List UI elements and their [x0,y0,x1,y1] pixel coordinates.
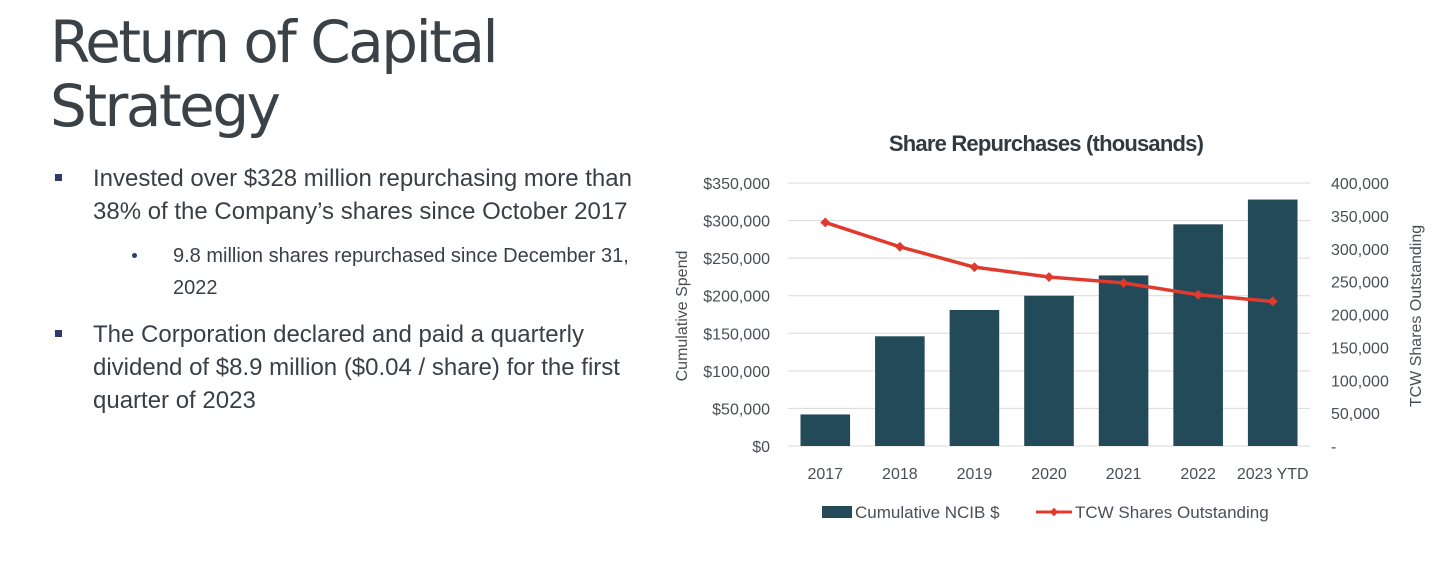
y2-tick-label: - [1331,439,1336,456]
bar [875,336,925,446]
line-point [820,217,831,228]
legend-bar-swatch [822,506,852,518]
y-tick-label: $250,000 [703,251,770,268]
x-tick-label: 2017 [807,466,843,483]
bullet-item: Invested over $328 million repurchasing … [52,162,632,228]
dot-bullet-icon [132,253,137,258]
x-tick-label: 2020 [1031,466,1067,483]
y2-tick-label: 100,000 [1331,373,1389,390]
bullet-list: Invested over $328 million repurchasing … [52,162,632,417]
y2-tick-label: 400,000 [1331,176,1389,193]
bar [949,309,1000,446]
bullet-text: The Corporation declared and paid a quar… [93,321,620,414]
y-tick-label: $300,000 [703,214,770,231]
legend-bar-label: Cumulative NCIB $ [855,503,1000,522]
title-line-1: Return of Capital [50,8,499,76]
title-line-2: Strategy [50,72,281,140]
square-bullet-icon [55,174,62,181]
share-repurchases-chart: Share Repurchases (thousands) $0 $50,000 $… [674,131,1425,522]
bar [1247,199,1298,446]
y2-tick-label: 150,000 [1331,340,1389,357]
chart-title: Share Repurchases (thousands) [889,131,1204,156]
x-tick-label: 2023 YTD [1237,466,1309,483]
x-tick-label: 2018 [882,466,918,483]
bar [800,414,851,446]
bar [1173,224,1223,446]
x-tick-label: 2021 [1106,466,1142,483]
line-point [894,241,905,252]
page-title: Return of Capital Strategy [50,8,499,140]
bullet-item: The Corporation declared and paid a quar… [52,318,632,417]
y2-tick-label: 50,000 [1331,406,1380,423]
legend-line-marker [1049,507,1059,517]
y-tick-label: $350,000 [703,176,770,193]
y2-tick-label: 250,000 [1331,275,1389,292]
y-tick-label: $0 [752,439,770,456]
y-tick-label: $50,000 [712,401,770,418]
x-tick-label: 2019 [957,466,993,483]
y-axis-label: Cumulative Spend [674,251,691,382]
y2-axis-label: TCW Shares Outstanding [1408,225,1425,407]
bar [1024,295,1074,446]
y-tick-label: $100,000 [703,364,770,381]
bar [1098,275,1149,446]
chart-legend: Cumulative NCIB $ TCW Shares Outstanding [822,503,1269,522]
square-bullet-icon [55,330,62,337]
y-tick-label: $150,000 [703,326,770,343]
y-tick-label: $200,000 [703,289,770,306]
y2-tick-label: 200,000 [1331,308,1389,325]
y2-tick-label: 300,000 [1331,242,1389,259]
sub-bullet-item: 9.8 million shares repurchased since Dec… [52,240,632,304]
y2-tick-label: 350,000 [1331,209,1389,226]
line-point [969,262,980,273]
x-tick-label: 2022 [1180,466,1216,483]
bullet-text: Invested over $328 million repurchasing … [93,165,632,225]
sub-bullet-text: 9.8 million shares repurchased since Dec… [173,245,629,299]
legend-line-label: TCW Shares Outstanding [1075,503,1269,522]
line-point [1044,272,1054,282]
